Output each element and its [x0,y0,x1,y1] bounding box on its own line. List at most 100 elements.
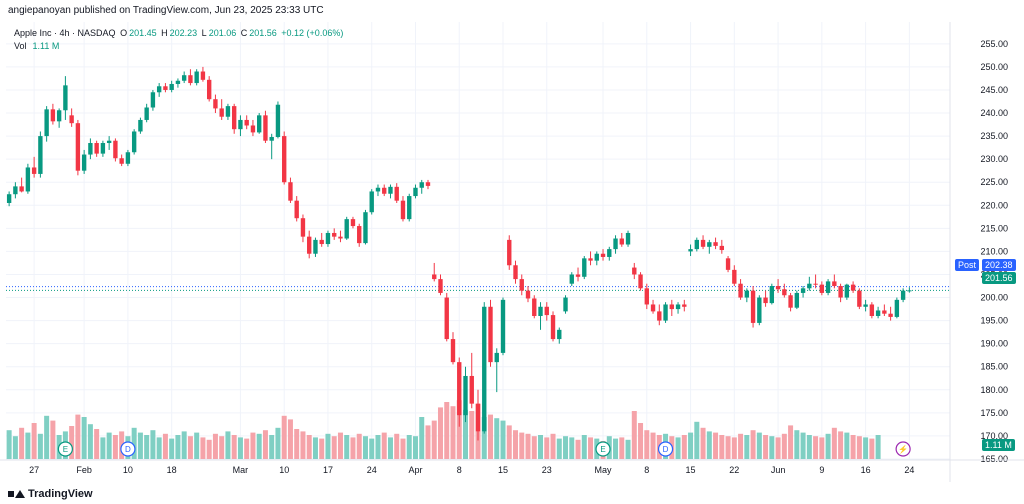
candle-body [738,283,743,298]
candle-body [500,299,506,353]
volume-bar [569,437,575,459]
volume-bar [850,435,856,459]
volume-bar [12,436,18,459]
post-price-tag: 202.38 [982,259,1016,271]
candle-body [713,242,718,246]
volume-bar [69,426,75,459]
volume-bar [175,435,181,459]
candle-body [638,274,643,289]
candle-body [669,304,674,310]
volume-bar [856,436,862,459]
candle-body [394,186,399,201]
event-marker-earnings [57,441,73,457]
volume-bar [638,423,644,459]
volume-bar [356,433,362,459]
candle-body [263,115,268,141]
volume-bar [181,431,187,459]
event-marker-dividend [120,441,136,457]
candle-body [219,108,224,117]
candle-body [494,352,499,363]
chart-area[interactable]: 255.00 250.00 245.00 240.00 235.00 230.00 225.… [0,22,1024,482]
candle-body [800,288,806,293]
footer-brand[interactable]: TradingView [8,488,93,500]
candle-body [588,258,593,261]
volume-bar [725,436,731,459]
volume-bar [788,425,794,459]
candle-body [94,143,99,154]
close-value: 201.56 [249,28,277,38]
volume-bar [337,432,343,459]
candle-body [407,196,412,220]
volume-bar [94,429,100,459]
volume-label[interactable]: Vol [14,41,27,51]
candle-body [44,109,49,137]
volume-bar [675,437,681,459]
volume-bar [50,420,56,459]
x-tick-label: 8 [644,465,649,475]
candle-body [482,306,487,432]
volume-bar [219,436,225,459]
candle-body [288,182,293,201]
candle-body [282,136,287,183]
open-value: 201.45 [129,28,157,38]
volume-bar [488,414,494,459]
candle-body [582,258,587,277]
candle-body [31,167,37,174]
candle-body [688,249,693,252]
volume-bar [369,438,375,459]
volume-bar [394,433,400,459]
volume-bar [544,437,550,459]
volume-bar [112,435,118,459]
price-chart[interactable]: 255.00 250.00 245.00 240.00 235.00 230.00 225.… [0,22,1024,482]
candle-body [450,339,456,363]
y-tick-label: 235.00 [980,131,1008,141]
y-tick-label: 190.00 [980,339,1008,349]
volume-bar [306,435,312,459]
candle-body [119,158,124,164]
candle-body [388,186,393,194]
candle-body [81,154,87,171]
volume-bar [325,433,331,459]
volume-bar [506,425,512,459]
candle-body [138,119,143,132]
candle-body [750,290,756,323]
candle-body [507,239,512,266]
symbol-label[interactable]: Apple Inc · 4h · NASDAQ [14,28,116,38]
volume-bar [519,432,525,459]
candle-body [757,297,762,323]
volume-bar [713,432,719,459]
volume-bar [387,437,393,459]
candle-body [357,226,362,244]
volume-bar [550,433,556,459]
volume-bar [244,438,250,459]
volume-bar [169,438,175,459]
candle-body [519,279,524,291]
volume-bar [581,435,587,459]
candle-body [19,186,24,192]
candle-body [332,232,337,237]
candle-body [88,143,93,155]
volume-bar [200,437,206,459]
candle-body [175,80,181,84]
candle-body [363,212,368,244]
candle-body [544,306,549,316]
candle-body [419,182,424,188]
publisher-line: angiepanoyan published on TradingView.co… [8,5,324,16]
candle-body [844,284,850,298]
high-label: H [161,28,168,38]
volume-bar [700,427,706,459]
x-tick-label: 27 [29,465,39,475]
x-tick-label: 17 [323,465,333,475]
candle-body [644,288,649,305]
candle-body [594,253,599,261]
y-tick-label: 225.00 [980,177,1008,187]
volume-bar [688,432,694,459]
candle-body [269,137,274,141]
candle-body [825,281,831,293]
candle-body [775,286,781,290]
candle-body [150,92,156,108]
volume-bar [494,418,500,459]
candle-body [694,239,699,250]
candle-body [300,218,306,237]
volume-bar [719,435,725,459]
